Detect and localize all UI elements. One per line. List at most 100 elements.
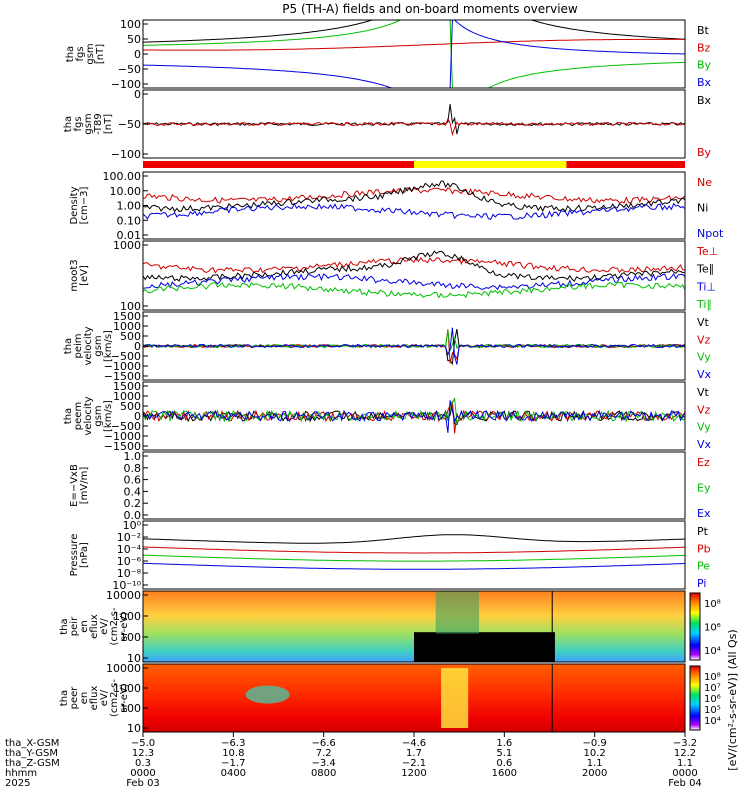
y-axis-label: gsm — [83, 113, 94, 134]
x-row-label: tha_Z-GSM — [5, 758, 60, 769]
y-axis-label: eflux — [89, 614, 100, 639]
legend-Vz: Vz — [697, 333, 711, 346]
y-tick-label: 500 — [120, 400, 141, 413]
y-tick-label: 1500 — [113, 310, 141, 323]
legend-Ni: Ni — [697, 202, 708, 215]
x-tick-label: 1.6 — [496, 738, 512, 749]
series-line-Bz — [143, 38, 685, 51]
y-axis-label: eflux — [89, 686, 100, 711]
spectrogram-feature — [245, 685, 290, 704]
y-axis-label: gsm — [93, 405, 104, 426]
x-tick-label: 1.7 — [406, 748, 422, 759]
y-tick-label: 10⁻⁸ — [117, 567, 142, 580]
mode-bar-segment — [143, 161, 414, 168]
legend-Ez: Ez — [697, 456, 710, 469]
legend-Bx: Bx — [697, 94, 712, 107]
y-tick-label: 1000 — [113, 610, 141, 623]
y-tick-label: 1.0 — [124, 450, 142, 463]
series-line-Te⊥ — [142, 256, 685, 274]
x-tick-label: −2.1 — [402, 758, 426, 769]
x-tick-label: 0800 — [311, 768, 336, 779]
y-axis-label: [cm−3] — [79, 187, 90, 225]
y-axis-label: gsm — [93, 335, 104, 356]
x-row-label: tha_Y-GSM — [5, 748, 58, 759]
y-tick-label: 0.10 — [117, 214, 142, 227]
legend-Vx: Vx — [697, 438, 712, 451]
legend-Pt: Pt — [697, 525, 709, 538]
series-line-Pb — [143, 546, 686, 554]
colorbar-tick-label: 10⁸ — [704, 599, 721, 610]
panel-efield: 1.00.80.60.40.20.0 E=−VxB [mV/m] Ez Ey Ex — [69, 450, 711, 522]
spectrogram-fill — [143, 664, 685, 732]
y-axis-label: gsm — [85, 43, 96, 64]
x-tick-label: −4.6 — [402, 738, 426, 749]
series-line-Ni — [142, 180, 686, 213]
y-tick-label: 0.6 — [124, 474, 142, 487]
mode-bar — [143, 161, 685, 168]
y-axis-label: Pressure — [69, 534, 80, 577]
y-axis-label: sr-eV) — [119, 612, 130, 641]
y-tick-label: 1000 — [113, 239, 141, 252]
colorbar-tick-label: 10⁴ — [704, 716, 721, 727]
colorbar-tick-label: 10⁸ — [704, 672, 721, 683]
colorbar-tick-label: 10⁶ — [704, 694, 721, 705]
y-tick-label: −1000 — [104, 360, 141, 373]
y-tick-label: 1000 — [113, 320, 141, 333]
y-tick-label: 10⁻¹⁰ — [112, 579, 141, 592]
y-axis-label: (cm2-s- — [109, 679, 120, 717]
spectrogram-gap — [414, 632, 555, 662]
y-tick-label: 1.00 — [117, 200, 142, 213]
y-axis-label: fgs — [73, 116, 84, 131]
series-line-Te∥ — [142, 250, 686, 282]
y-tick-label: −50 — [118, 118, 141, 131]
x-tick-label: Feb 04 — [668, 778, 702, 789]
y-tick-label: −500 — [111, 420, 141, 433]
y-axis-label: peem — [73, 402, 84, 430]
legend-Bx: Bx — [697, 76, 712, 89]
x-tick-label: −6.3 — [221, 738, 245, 749]
y-axis-label: tha — [63, 408, 74, 424]
legend-Npot: Npot — [697, 227, 724, 240]
y-tick-label: 100 — [120, 300, 141, 313]
x-tick-label: −5.0 — [131, 738, 155, 749]
y-axis-label: eV/ — [99, 618, 110, 635]
colorbar-tick-label: 10⁴ — [704, 646, 721, 657]
y-axis-label: [nPa] — [79, 542, 90, 568]
y-axis-label: tha — [63, 116, 74, 132]
x-tick-label: 0.3 — [135, 758, 151, 769]
legend-Pb: Pb — [697, 542, 711, 555]
series-line-Bx — [142, 104, 686, 135]
series-line-Bx — [143, 19, 686, 89]
mode-bar-segment — [414, 161, 567, 168]
series-line-Pi — [142, 562, 686, 570]
legend-Te∥: Te∥ — [696, 263, 714, 276]
panel-peer_en_eflux: 10000 1000 100 10 tha peer en eflux eV/(cm2-s-sr… — [59, 662, 721, 735]
y-axis-label: [km/s] — [103, 400, 114, 432]
y-tick-label: 0 — [134, 88, 141, 101]
y-tick-label: 10.00 — [110, 185, 142, 198]
legend-Vy: Vy — [697, 421, 711, 434]
y-axis-label: en — [79, 620, 90, 633]
y-tick-label: 10⁻² — [117, 531, 141, 544]
legend-Ne: Ne — [697, 176, 712, 189]
y-axis-label: fgs — [75, 46, 86, 61]
panel-frame — [142, 240, 686, 311]
y-tick-label: 0.2 — [124, 497, 142, 510]
legend-Pe: Pe — [697, 560, 710, 573]
y-axis-label: [km/s] — [103, 330, 114, 362]
y-tick-label: −1500 — [104, 370, 141, 383]
y-tick-label: 1500 — [113, 380, 141, 393]
y-tick-label: 10 — [127, 652, 141, 665]
legend-Ti∥: Ti∥ — [696, 298, 712, 311]
colorbar-tick-label: 10⁵ — [704, 705, 721, 716]
y-tick-label: 10000 — [106, 589, 141, 602]
x-tick-label: 0400 — [221, 768, 246, 779]
y-tick-label: 1000 — [113, 390, 141, 403]
x-tick-label: 1600 — [492, 768, 517, 779]
x-tick-label: −0.9 — [583, 738, 607, 749]
series-line-Ne — [142, 187, 686, 204]
y-tick-label: 0.01 — [117, 229, 142, 242]
